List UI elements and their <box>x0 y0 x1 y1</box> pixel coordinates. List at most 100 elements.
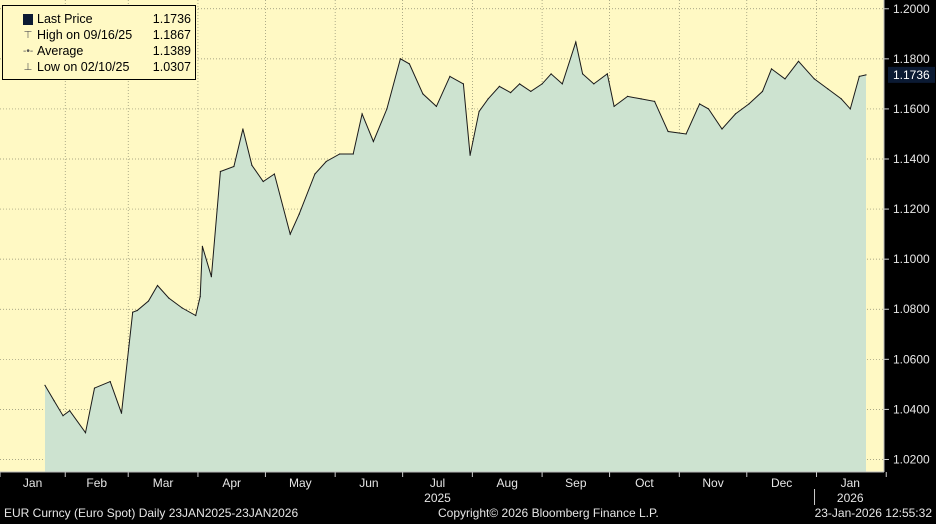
price-area <box>44 42 867 472</box>
price-point <box>510 92 512 94</box>
y-tick-label: 1.1400 <box>893 152 930 166</box>
price-point <box>201 245 203 247</box>
price-point <box>325 160 327 163</box>
y-tick-label: 1.0600 <box>893 352 930 366</box>
x-month-label: Sep <box>565 476 587 490</box>
x-month-label: Jun <box>359 476 378 490</box>
price-point <box>168 297 170 299</box>
legend-high-value: 1.1867 <box>152 28 191 42</box>
x-year-label: 2026 <box>837 491 864 505</box>
y-tick-label: 1.0400 <box>893 402 930 416</box>
legend-low-label: Low on 02/10/25 <box>37 60 130 74</box>
price-point <box>399 58 401 60</box>
price-point <box>298 213 300 215</box>
price-point <box>462 83 464 85</box>
y-tick-label: 1.1800 <box>893 52 930 66</box>
price-point <box>865 74 867 76</box>
price-point <box>93 387 96 389</box>
legend-average-label: Average <box>37 44 84 58</box>
price-point <box>69 410 71 412</box>
legend-row-high: ⊤ High on 09/16/25 1.1867 <box>3 28 197 44</box>
legend-row-low: ⊥ Low on 02/10/25 1.0307 <box>3 60 197 76</box>
x-month-label: Aug <box>497 476 518 490</box>
x-month-label: May <box>289 476 312 490</box>
price-point <box>120 412 123 414</box>
y-tick-label: 1.2000 <box>893 2 930 16</box>
price-point <box>219 170 221 173</box>
price-point <box>469 154 471 156</box>
legend-last-price-value: 1.1736 <box>152 12 191 26</box>
price-point <box>849 108 851 110</box>
footer-security-info: EUR Curncy (Euro Spot) Daily 23JAN2025-2… <box>4 506 299 520</box>
price-point <box>640 98 642 100</box>
price-point <box>561 83 563 85</box>
price-point <box>784 78 786 80</box>
legend-last-price-label: Last Price <box>37 12 93 26</box>
price-point <box>761 90 764 92</box>
price-point <box>339 153 341 155</box>
last-price-swatch-icon <box>23 14 33 25</box>
y-tick-label: 1.0200 <box>893 452 930 466</box>
price-point <box>136 309 138 312</box>
price-point <box>210 276 212 278</box>
x-month-label: Jul <box>430 476 445 490</box>
legend-low-value: 1.0307 <box>152 60 191 74</box>
price-point <box>386 108 388 110</box>
price-point <box>262 180 264 183</box>
x-month-label: Apr <box>222 476 241 490</box>
high-marker-icon: ⊤ <box>23 30 33 41</box>
x-month-label: Nov <box>702 476 723 490</box>
price-point <box>770 68 773 70</box>
price-point <box>273 173 275 175</box>
price-point <box>813 78 815 80</box>
last-price-badge-label: 1.1736 <box>893 68 930 82</box>
price-point <box>242 128 244 130</box>
price-point <box>195 314 197 317</box>
low-marker-icon: ⊥ <box>23 62 33 73</box>
x-year-label: 2025 <box>424 491 451 505</box>
chart-legend: Last Price 1.1736 ⊤ High on 09/16/25 1.1… <box>2 5 196 80</box>
price-point <box>606 73 608 75</box>
price-point <box>530 90 532 92</box>
price-point <box>840 98 842 100</box>
price-point <box>289 233 291 235</box>
price-point <box>109 381 111 383</box>
x-month-label: Dec <box>771 476 792 490</box>
price-point <box>84 432 87 434</box>
price-point <box>699 103 701 105</box>
price-series-line <box>44 40 867 434</box>
x-month-label: Jan <box>23 476 42 490</box>
price-point <box>498 85 500 87</box>
price-point <box>734 113 737 115</box>
legend-row-last-price: Last Price 1.1736 <box>3 12 197 28</box>
price-point <box>408 63 410 65</box>
price-point <box>422 93 424 95</box>
price-point <box>685 133 687 135</box>
price-point <box>519 83 521 85</box>
price-point <box>199 295 201 298</box>
price-point <box>797 60 800 62</box>
price-point <box>707 108 710 110</box>
legend-average-value: 1.1389 <box>152 44 191 58</box>
price-point <box>44 384 46 386</box>
footer-timestamp: 23-Jan-2026 12:55:32 <box>814 506 932 520</box>
price-point <box>721 128 723 130</box>
x-month-label: Jan <box>841 476 860 490</box>
y-tick-label: 1.1600 <box>893 102 930 116</box>
price-point <box>435 105 437 107</box>
price-point <box>613 105 615 107</box>
price-point <box>487 98 489 100</box>
price-point <box>582 73 584 75</box>
average-marker-icon: -•- <box>23 46 34 57</box>
price-point <box>627 95 629 97</box>
price-point <box>251 164 253 166</box>
price-point <box>233 165 235 168</box>
x-month-label: Feb <box>86 476 107 490</box>
price-point <box>132 311 134 313</box>
price-point <box>748 103 750 105</box>
price-point <box>575 41 577 43</box>
price-point <box>314 173 316 175</box>
price-point <box>858 75 860 77</box>
price-point <box>156 284 159 287</box>
